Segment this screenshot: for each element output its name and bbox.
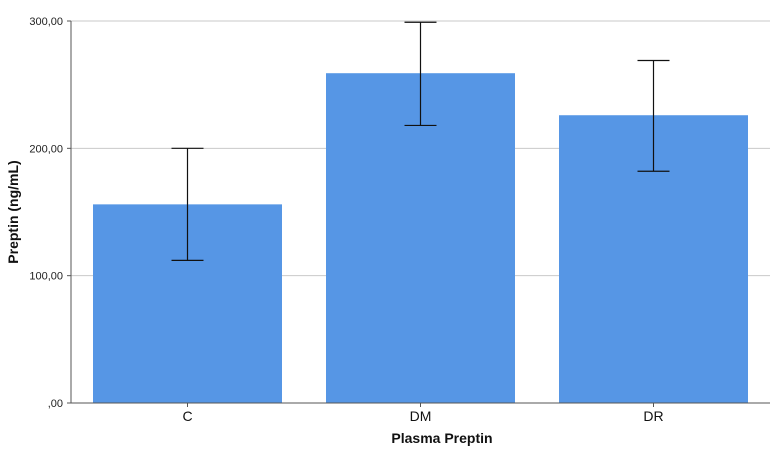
y-tick-label: 100,00 <box>29 271 63 283</box>
y-tick-label: 200,00 <box>29 143 63 155</box>
y-tick-label: 300,00 <box>29 16 63 28</box>
y-axis-title: Preptin (ng/mL) <box>5 160 21 263</box>
axes <box>70 21 770 407</box>
x-tick-label: DR <box>643 408 663 424</box>
x-tick-label: C <box>182 408 192 424</box>
y-tick-labels: ,00 100,00 200,00 300,00 <box>29 16 63 410</box>
error-bars <box>171 21 670 261</box>
y-tick-label: ,00 <box>48 398 63 410</box>
x-tick-labels: C DM DR <box>182 408 663 424</box>
x-tick-label: DM <box>410 408 432 424</box>
bars <box>93 73 748 403</box>
x-axis-title: Plasma Preptin <box>391 430 492 446</box>
bar-dm <box>326 73 515 403</box>
